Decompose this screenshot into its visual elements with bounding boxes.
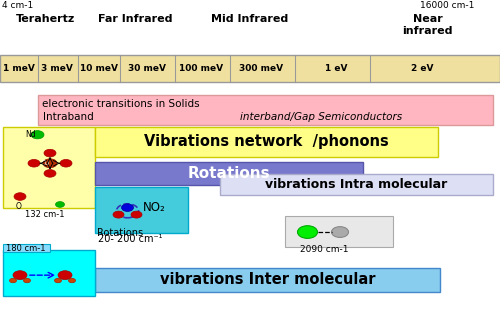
Text: Intraband: Intraband — [42, 112, 93, 122]
Text: 1 meV: 1 meV — [3, 64, 35, 74]
Bar — [95, 268, 440, 292]
Text: 20- 200 cm⁻¹: 20- 200 cm⁻¹ — [98, 234, 162, 244]
Circle shape — [332, 227, 348, 237]
Circle shape — [13, 271, 27, 280]
Text: electronic transitions in Solids: electronic transitions in Solids — [42, 99, 200, 108]
Text: 2090 cm-1: 2090 cm-1 — [300, 245, 348, 254]
Circle shape — [56, 202, 64, 207]
Text: vibrations Intra molecular: vibrations Intra molecular — [265, 178, 448, 191]
Text: 132 cm-1: 132 cm-1 — [25, 210, 65, 219]
Text: Cu: Cu — [41, 160, 50, 166]
Text: 100 meV: 100 meV — [180, 64, 224, 74]
Text: 3 meV: 3 meV — [40, 64, 72, 74]
Text: 180 cm-1: 180 cm-1 — [6, 243, 46, 253]
Text: 2 eV: 2 eV — [411, 64, 434, 74]
Text: Nd: Nd — [25, 130, 35, 139]
Circle shape — [44, 170, 56, 177]
Bar — [220, 174, 492, 195]
Circle shape — [31, 131, 44, 139]
Circle shape — [54, 278, 62, 283]
Text: O: O — [16, 202, 22, 211]
Text: 10 meV: 10 meV — [80, 64, 118, 74]
Circle shape — [68, 278, 75, 283]
Bar — [2, 127, 95, 208]
Text: vibrations Inter molecular: vibrations Inter molecular — [160, 272, 375, 287]
Bar — [95, 187, 188, 233]
Bar — [285, 216, 393, 247]
Text: 1 eV: 1 eV — [325, 64, 348, 74]
Circle shape — [60, 159, 72, 167]
Circle shape — [131, 211, 142, 218]
Circle shape — [10, 278, 16, 283]
Bar — [95, 162, 362, 185]
Circle shape — [24, 278, 30, 283]
Circle shape — [122, 204, 134, 211]
Text: 300 meV: 300 meV — [240, 64, 284, 74]
Text: interband/Gap Semiconductors: interband/Gap Semiconductors — [240, 112, 402, 122]
Text: Terahertz: Terahertz — [16, 14, 74, 24]
Text: Rotations: Rotations — [98, 228, 144, 238]
Bar — [2, 250, 95, 296]
Bar — [2, 244, 50, 252]
Text: Mid Infrared: Mid Infrared — [212, 14, 288, 24]
Text: Near
infrared: Near infrared — [402, 14, 453, 36]
Text: 16000 cm-1: 16000 cm-1 — [420, 1, 474, 10]
Text: NO₂: NO₂ — [142, 201, 165, 214]
Text: Far Infrared: Far Infrared — [98, 14, 172, 24]
Bar — [38, 95, 492, 125]
Circle shape — [113, 211, 124, 218]
Circle shape — [44, 149, 56, 157]
Text: 30 meV: 30 meV — [128, 64, 166, 74]
Circle shape — [43, 159, 57, 168]
Bar — [0, 55, 500, 82]
Circle shape — [298, 226, 318, 238]
Circle shape — [14, 193, 26, 200]
Text: Vibrations network  /phonons: Vibrations network /phonons — [144, 134, 388, 149]
Circle shape — [28, 159, 40, 167]
Text: 4 cm-1: 4 cm-1 — [2, 1, 34, 10]
Bar — [95, 127, 438, 157]
Text: Rotations: Rotations — [188, 166, 270, 181]
Circle shape — [58, 271, 72, 280]
